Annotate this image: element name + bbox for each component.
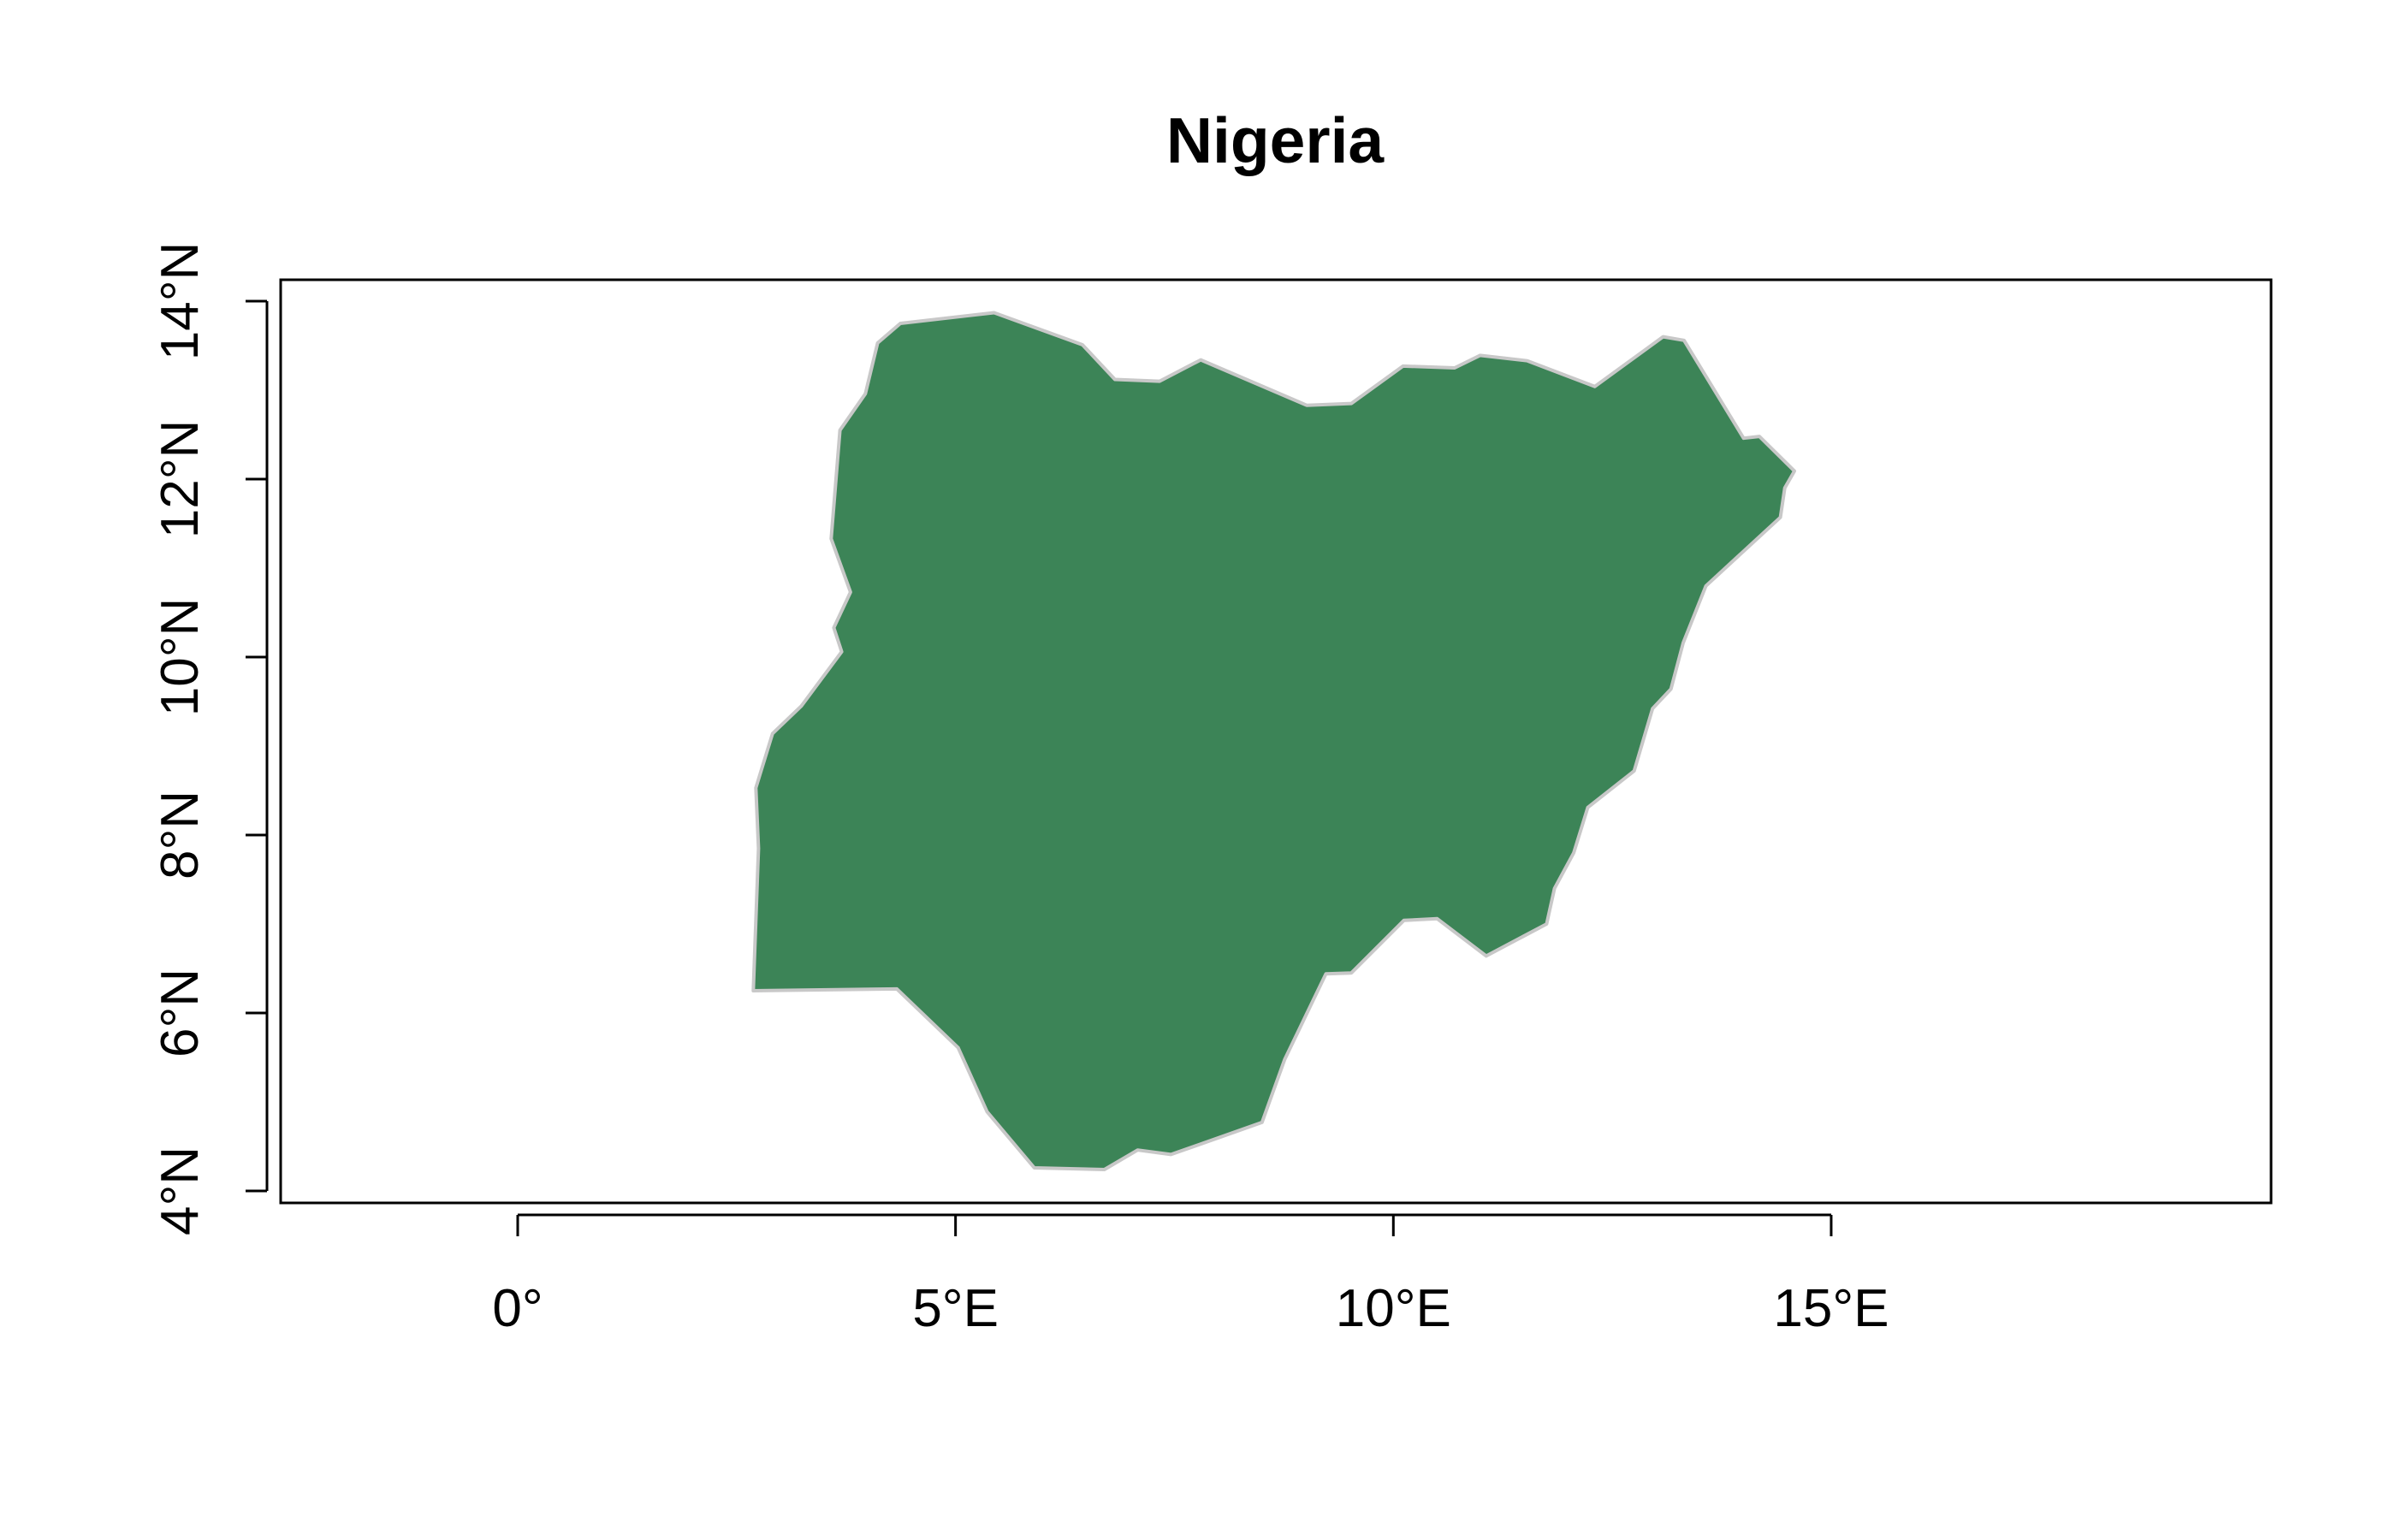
y-tick-label: 6°N [151,968,210,1057]
x-tick-label: 5°E [912,1279,999,1338]
nigeria-country-shape [751,311,1796,1171]
y-tick-label: 10°N [151,598,210,717]
x-tick-label: 15°E [1773,1279,1889,1338]
y-tick-label: 8°N [151,791,210,880]
y-axis: 4°N 6°N 8°N 10°N 12°N 14°N [151,242,269,1235]
plot-frame [279,278,2273,1205]
map-title: Nigeria [1166,104,1385,176]
y-tick-label: 12°N [151,420,210,539]
x-tick-label: 0° [492,1279,543,1338]
x-tick-label: 10°E [1336,1279,1451,1338]
y-tick-label: 4°N [151,1146,210,1235]
y-tick-label: 14°N [151,242,210,361]
x-axis: 0° 5°E 10°E 15°E [492,1213,1889,1338]
